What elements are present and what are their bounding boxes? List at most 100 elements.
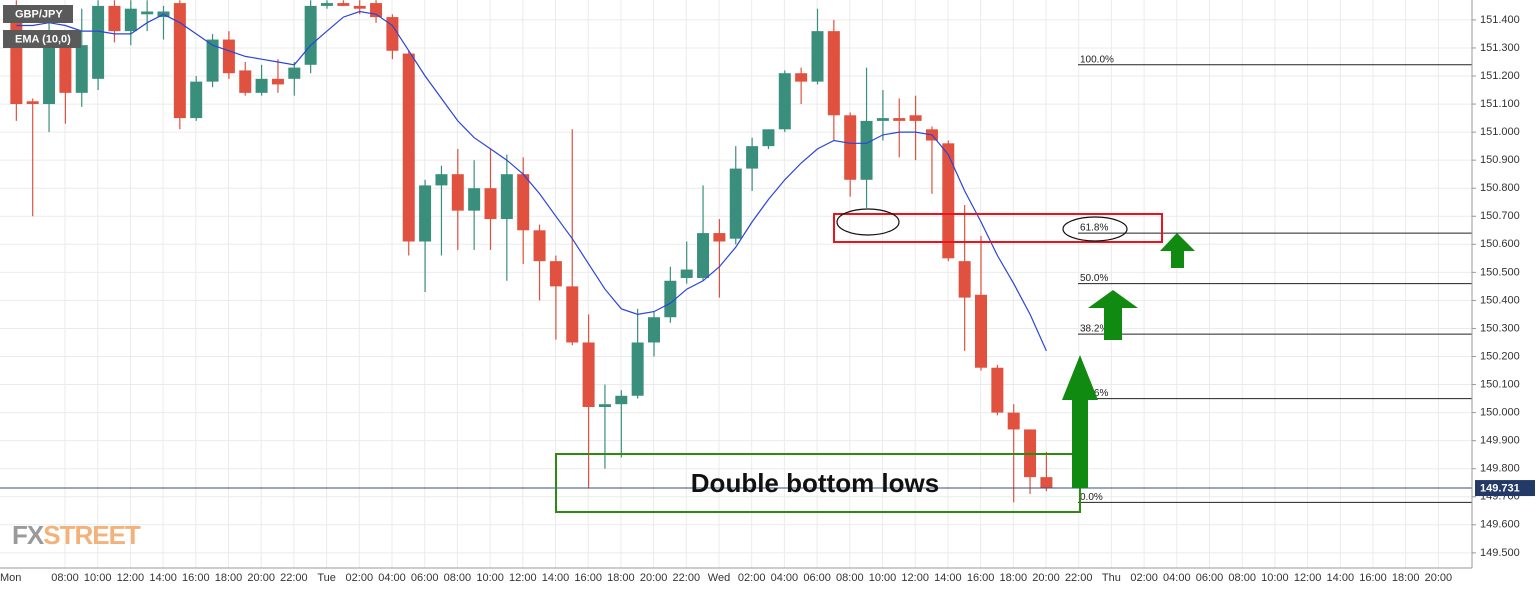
x-tick-label: 02:00 xyxy=(1130,572,1158,584)
candle-body xyxy=(271,78,284,85)
candle-body xyxy=(827,31,840,116)
candle-body xyxy=(288,67,301,79)
candle-body xyxy=(991,367,1004,413)
annotation: Double bottom lows xyxy=(691,468,939,498)
x-tick-label: 20:00 xyxy=(247,572,275,584)
x-tick-label: 08:00 xyxy=(444,572,472,584)
candle-body xyxy=(206,39,219,82)
candle-body xyxy=(795,73,808,82)
x-tick-label: 16:00 xyxy=(574,572,602,584)
y-tick-label: 150.900 xyxy=(1480,154,1520,166)
y-tick-label: 150.500 xyxy=(1480,266,1520,278)
x-tick-label: 06:00 xyxy=(411,572,439,584)
x-tick-label: 12:00 xyxy=(1294,572,1322,584)
candle-body xyxy=(664,280,677,318)
x-tick-label: 14:00 xyxy=(542,572,570,584)
candle-body xyxy=(173,3,186,119)
x-tick-label: 22:00 xyxy=(673,572,701,584)
y-tick-label: 150.700 xyxy=(1480,210,1520,222)
candle-body xyxy=(909,115,922,121)
y-tick-label: 150.000 xyxy=(1480,407,1520,419)
x-tick-label: 04:00 xyxy=(771,572,799,584)
candle-body xyxy=(942,143,955,259)
current-price-box xyxy=(1475,480,1535,497)
candle-body xyxy=(386,17,399,51)
candle-body xyxy=(370,3,383,18)
x-tick-label: 20:00 xyxy=(1032,572,1060,584)
candle-body xyxy=(484,188,497,220)
x-tick-label: 08:00 xyxy=(51,572,79,584)
fib-label: 38.2% xyxy=(1080,324,1108,335)
y-tick-label: 151.100 xyxy=(1480,98,1520,110)
candle-body xyxy=(337,3,350,6)
candle-body xyxy=(582,342,595,407)
candle-body xyxy=(321,3,333,6)
y-tick-label: 149.900 xyxy=(1480,435,1520,447)
candle-body xyxy=(141,11,154,15)
fib-label: 61.8% xyxy=(1080,223,1108,234)
candle-body xyxy=(876,118,889,121)
x-tick-label: Thu xyxy=(1102,572,1121,584)
y-tick-label: 149.500 xyxy=(1480,547,1520,559)
candle-body xyxy=(353,5,366,9)
x-tick-label: 04:00 xyxy=(378,572,406,584)
x-tick-label: 10:00 xyxy=(84,572,112,584)
candle-body xyxy=(26,101,39,105)
candle-body xyxy=(811,31,824,82)
candle-body xyxy=(680,269,693,278)
candle-body xyxy=(43,39,56,105)
y-tick-label: 149.600 xyxy=(1480,519,1520,531)
y-tick-label: 150.200 xyxy=(1480,350,1520,362)
resistance-box xyxy=(833,213,1163,243)
candle-body xyxy=(108,5,121,32)
candle-body xyxy=(598,404,611,407)
x-tick-label: 18:00 xyxy=(607,572,635,584)
x-tick-label: 20:00 xyxy=(640,572,668,584)
candle-body xyxy=(648,317,660,343)
y-tick-label: 151.400 xyxy=(1480,14,1520,26)
candle-body xyxy=(566,286,579,343)
logo-street: STREET xyxy=(43,520,141,550)
x-tick-label: 10:00 xyxy=(476,572,504,584)
badge xyxy=(3,5,73,23)
candle-body xyxy=(239,70,252,93)
x-tick-label: 12:00 xyxy=(901,572,929,584)
x-tick-label: Tue xyxy=(317,572,336,584)
candle-body xyxy=(958,261,971,298)
x-tick-label: Wed xyxy=(708,572,730,584)
x-tick-label: 14:00 xyxy=(149,572,177,584)
ellipse xyxy=(1062,216,1128,242)
candle-body xyxy=(533,230,546,262)
ema-line xyxy=(16,10,1047,352)
x-tick-label: 18:00 xyxy=(1392,572,1420,584)
candle-body xyxy=(419,185,432,242)
x-tick-label: 14:00 xyxy=(934,572,962,584)
y-tick-label: 150.100 xyxy=(1480,378,1520,390)
x-tick-label: 16:00 xyxy=(967,572,995,584)
candle-body xyxy=(75,45,88,93)
y-tick-label: 150.300 xyxy=(1480,322,1520,334)
arrow xyxy=(1062,355,1098,488)
x-tick-label: 20:00 xyxy=(1425,572,1453,584)
y-tick-label: 150.400 xyxy=(1480,294,1520,306)
y-tick-label: 151.000 xyxy=(1480,126,1520,138)
x-tick-label: 02:00 xyxy=(346,572,374,584)
x-tick-label: 08:00 xyxy=(1228,572,1256,584)
x-tick-label: 10:00 xyxy=(869,572,897,584)
candle-body xyxy=(615,395,628,405)
candle-body xyxy=(255,78,268,93)
logo: FXSTREET xyxy=(12,520,141,550)
candle-body xyxy=(631,342,644,396)
logo-fx: FX xyxy=(12,520,45,550)
x-tick-label: 22:00 xyxy=(280,572,308,584)
x-tick-label: 10:00 xyxy=(1261,572,1289,584)
badge xyxy=(3,30,81,48)
current-price-label: 149.731 xyxy=(1480,482,1520,494)
y-tick-label: 151.300 xyxy=(1480,42,1520,54)
candle-body xyxy=(304,5,317,65)
badge-text: GBP/JPY xyxy=(15,8,63,20)
x-tick-label: Mon xyxy=(0,572,21,584)
candle-body xyxy=(697,233,710,278)
y-tick-label: 150.800 xyxy=(1480,182,1520,194)
